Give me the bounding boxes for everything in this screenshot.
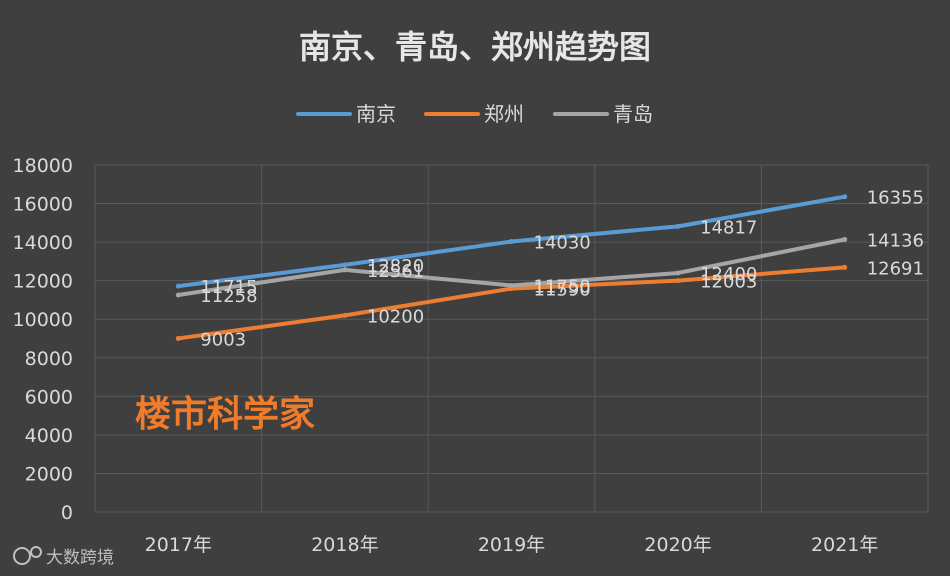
data-label: 12561 [367,261,424,282]
brand-logo-icon [13,546,42,565]
data-label: 14817 [700,217,757,238]
y-tick-label: 18000 [13,155,73,177]
y-axis: 0 2000 4000 6000 8000 10000 12000 14000 16000 180… [13,155,73,524]
data-point [342,262,348,268]
x-tick-label: 2019年 [478,534,545,556]
data-label: 11590 [534,280,591,301]
y-tick-label: 2000 [25,463,73,485]
data-label: 10200 [367,306,424,327]
legend-label: 青岛 [613,102,653,126]
data-label: 12691 [867,258,924,279]
data-point [675,223,681,229]
data-point [675,270,681,276]
y-tick-label: 8000 [25,348,73,370]
data-point [675,278,681,284]
legend-label: 郑州 [484,102,524,126]
data-point [509,282,514,288]
legend-label: 南京 [356,102,396,126]
data-point [175,292,181,298]
data-label: 11750 [534,276,591,297]
data-point [842,236,848,242]
chart-title: 南京、青岛、郑州趋势图 [299,28,651,66]
data-label: 9003 [200,329,246,350]
x-tick-label: 2017年 [145,534,212,556]
x-tick-label: 2018年 [311,534,378,556]
data-point [175,335,181,341]
y-tick-label: 16000 [13,194,73,216]
data-point [342,267,348,273]
brand-text: 大数跨境 [46,548,114,568]
data-label: 12400 [700,264,757,285]
data-label: 12003 [700,272,757,293]
watermark-text: 楼市科学家 [135,393,315,435]
data-point [175,283,181,289]
data-label: 11715 [200,277,257,298]
data-label: 11258 [200,286,257,307]
data-point [342,312,348,318]
y-tick-label: 6000 [25,386,73,408]
y-tick-label: 12000 [13,271,73,293]
y-tick-label: 10000 [13,309,73,331]
y-tick-label: 14000 [13,232,73,254]
data-label: 14136 [867,230,924,251]
data-label: 16355 [867,188,924,209]
y-tick-label: 0 [61,502,73,524]
y-tick-label: 4000 [25,425,73,447]
series-layer [175,194,848,341]
data-point [842,264,848,270]
x-axis: 2017年 2018年 2019年 2020年 2021年 [145,534,879,556]
data-label: 12820 [367,256,424,277]
x-tick-label: 2020年 [644,534,711,556]
x-tick-label: 2021年 [811,534,878,556]
legend: 南京 郑州 青岛 [296,102,653,126]
data-point [842,194,848,200]
data-point [509,239,514,245]
data-label: 14030 [534,233,591,254]
grid-layer [94,164,929,513]
